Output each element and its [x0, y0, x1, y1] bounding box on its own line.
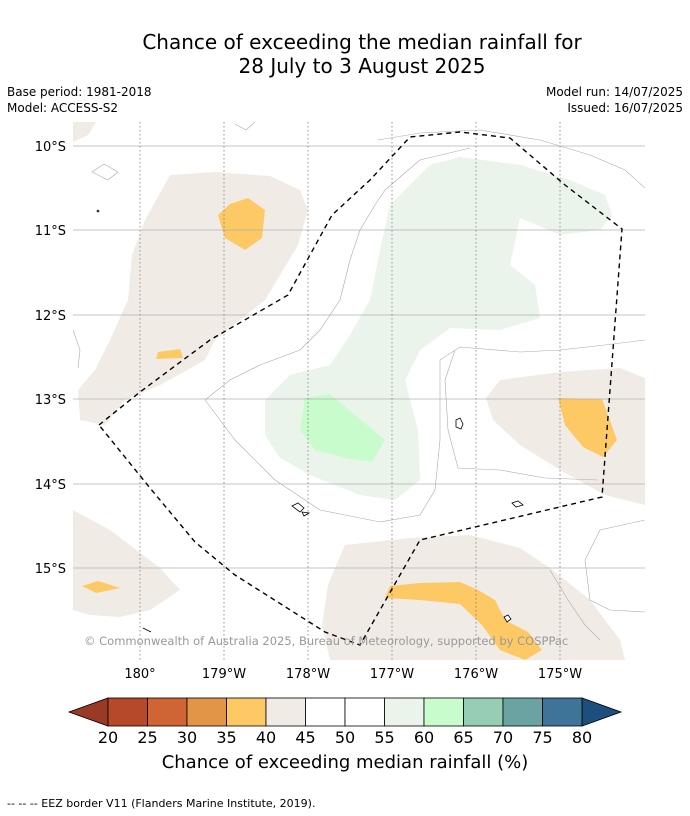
meta-left: Base period: 1981-2018 Model: ACCESS-S2	[7, 84, 152, 116]
colorbar-cell-75-80	[542, 697, 583, 727]
island-1	[455, 417, 464, 430]
contour-line-3	[444, 349, 599, 481]
lat-label-15s: 15°S	[35, 562, 66, 577]
lat-label-14s: 14°S	[35, 478, 66, 493]
lat-label-11s: 11°S	[35, 224, 66, 239]
contour-line-7	[91, 163, 119, 181]
colorbar-cell-70-75	[502, 697, 543, 727]
lon-label-175w: 175°W	[538, 667, 582, 682]
colorbar-cell-65-70	[463, 697, 504, 727]
colorbar-cell-50-55	[344, 697, 385, 727]
lon-label-177w: 177°W	[370, 667, 414, 682]
island-7	[142, 627, 152, 633]
contour-line-6	[73, 329, 81, 369]
eez-border	[98, 131, 623, 646]
longitude-labels: 180° 179°W 178°W 177°W 176°W 175°W	[124, 667, 582, 682]
colorbar-cell-55-60	[384, 697, 425, 727]
lon-label-178w: 178°W	[286, 667, 330, 682]
colorbar-tick-80: 80	[572, 728, 592, 747]
contour-line-9	[549, 569, 601, 641]
colorbar-high-arrow	[581, 697, 623, 727]
region-35-40-northwest	[218, 198, 265, 250]
region-35-40-east	[558, 398, 617, 457]
latitude-labels: 10°S 11°S 12°S 13°S 14°S 15°S	[35, 140, 66, 577]
model-name: Model: ACCESS-S2	[7, 101, 119, 115]
colorbar-tick-60: 60	[414, 728, 434, 747]
colorbar-tick-50: 50	[335, 728, 355, 747]
lat-label-13s: 13°S	[35, 393, 66, 408]
lat-label-12s: 12°S	[35, 309, 66, 324]
region-40-45-east	[486, 368, 645, 505]
latitude-gridlines	[73, 145, 645, 569]
colorbar-cell-40-45	[265, 697, 306, 727]
island-3	[301, 511, 311, 517]
contour-line-2	[204, 339, 645, 523]
colorbar-label: Chance of exceeding median rainfall (%)	[161, 752, 529, 773]
contour-line-4	[377, 129, 645, 189]
issued-date: Issued: 16/07/2025	[567, 101, 683, 115]
chart-title: Chance of exceeding the median rainfall …	[0, 30, 690, 78]
colorbar-tick-labels: 20 25 30 35 40 45 50 55 60 65 70 75 80	[98, 728, 592, 747]
colorbar-tick-55: 55	[374, 728, 394, 747]
map-area: © Commonwealth of Australia 2025, Bureau…	[73, 122, 645, 660]
title-line-2: 28 July to 3 August 2025	[238, 54, 486, 78]
colorbar-cell-20-25	[107, 697, 148, 727]
island-6	[96, 209, 100, 213]
contour-line-5	[584, 519, 645, 613]
footer-note: -- -- -- EEZ border V11 (Flanders Marine…	[7, 797, 316, 810]
region-35-40-small	[156, 349, 183, 359]
colorbar-cell-45-50	[305, 697, 346, 727]
colorbar-tick-20: 20	[98, 728, 118, 747]
colorbar-tick-35: 35	[216, 728, 236, 747]
colorbar-cell-25-30	[147, 697, 188, 727]
colorbar-low-arrow	[67, 697, 109, 727]
lon-label-180: 180°	[124, 667, 155, 682]
colorbar-cell-35-40	[226, 697, 267, 727]
model-run: Model run: 14/07/2025	[545, 85, 683, 99]
colorbar-tick-40: 40	[256, 728, 276, 747]
contour-lines	[73, 122, 645, 641]
colorbar-cells	[107, 697, 583, 727]
colorbar: 20 25 30 35 40 45 50 55 60 65 70 75 80	[67, 697, 623, 747]
colorbar-tick-25: 25	[137, 728, 157, 747]
contour-line-1	[204, 147, 471, 401]
region-40-45-corner	[73, 122, 96, 142]
meta-right: Model run: 14/07/2025 Issued: 16/07/2025	[546, 84, 683, 116]
longitude-gridlines	[139, 122, 561, 660]
lat-label-10s: 10°S	[35, 140, 66, 155]
region-35-40-south	[385, 582, 542, 660]
contour-line-8	[234, 122, 256, 131]
island-4	[503, 614, 512, 623]
island-5	[511, 500, 524, 508]
island-2	[291, 502, 305, 513]
base-period: Base period: 1981-2018	[7, 85, 152, 99]
copyright-text: © Commonwealth of Australia 2025, Bureau…	[84, 634, 568, 648]
colorbar-tick-75: 75	[532, 728, 552, 747]
region-60-65-central	[300, 394, 385, 462]
islands	[96, 209, 524, 633]
title-line-1: Chance of exceeding the median rainfall …	[142, 30, 582, 54]
lon-label-176w: 176°W	[454, 667, 498, 682]
colorbar-cell-60-65	[423, 697, 464, 727]
colorbar-tick-65: 65	[453, 728, 473, 747]
colorbar-cell-30-35	[186, 697, 227, 727]
lon-label-179w: 179°W	[202, 667, 246, 682]
region-35-40-southwest	[82, 581, 120, 593]
colorbar-tick-45: 45	[295, 728, 315, 747]
colorbar-tick-30: 30	[177, 728, 197, 747]
colorbar-tick-70: 70	[493, 728, 513, 747]
